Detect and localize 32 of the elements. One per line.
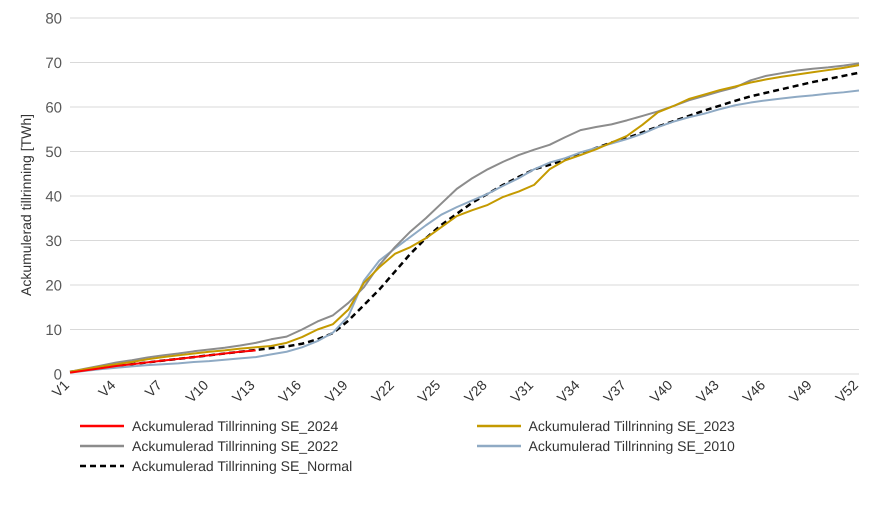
y-tick-label: 10 [45,322,62,339]
y-tick-label: 80 [45,10,62,28]
x-tick-label: V28 [460,376,490,406]
x-tick-label: V13 [228,376,258,406]
y-tick-label: 50 [45,144,62,161]
x-tick-label: V49 [786,376,815,406]
x-tick-label: V46 [739,376,768,406]
x-tick-label: V10 [182,376,212,406]
x-tick-label: V16 [275,376,304,406]
y-axis-title: Ackumulerad tillrinning [TWh] [18,114,34,296]
x-tick-label: V25 [414,376,444,406]
x-tick-label: V7 [142,376,166,400]
legend-label: Ackumulerad Tillrinning SE_2024 [132,418,338,434]
legend-label: Ackumulerad Tillrinning SE_Normal [132,458,352,474]
y-tick-label: 60 [45,99,62,116]
x-tick-label: V52 [832,376,862,406]
x-tick-label: V34 [554,376,583,406]
x-tick-label: V22 [368,376,398,406]
x-tick-label: V37 [600,376,630,406]
y-tick-label: 40 [45,188,62,206]
y-tick-label: 70 [45,54,62,72]
legend-label: Ackumulerad Tillrinning SE_2010 [528,438,735,454]
line-series [69,349,257,374]
x-tick-label: V19 [322,376,351,406]
legend-label: Ackumulerad Tillrinning SE_2022 [132,438,338,454]
x-tick-label: V40 [646,376,676,406]
x-tick-label: V4 [95,376,119,400]
legend-label: Ackumulerad Tillrinning SE_2023 [528,418,735,434]
y-tick-label: 30 [45,232,62,250]
x-tick-label: V43 [692,376,722,406]
y-tick-label: 20 [45,277,62,294]
x-tick-label: V31 [507,376,536,406]
